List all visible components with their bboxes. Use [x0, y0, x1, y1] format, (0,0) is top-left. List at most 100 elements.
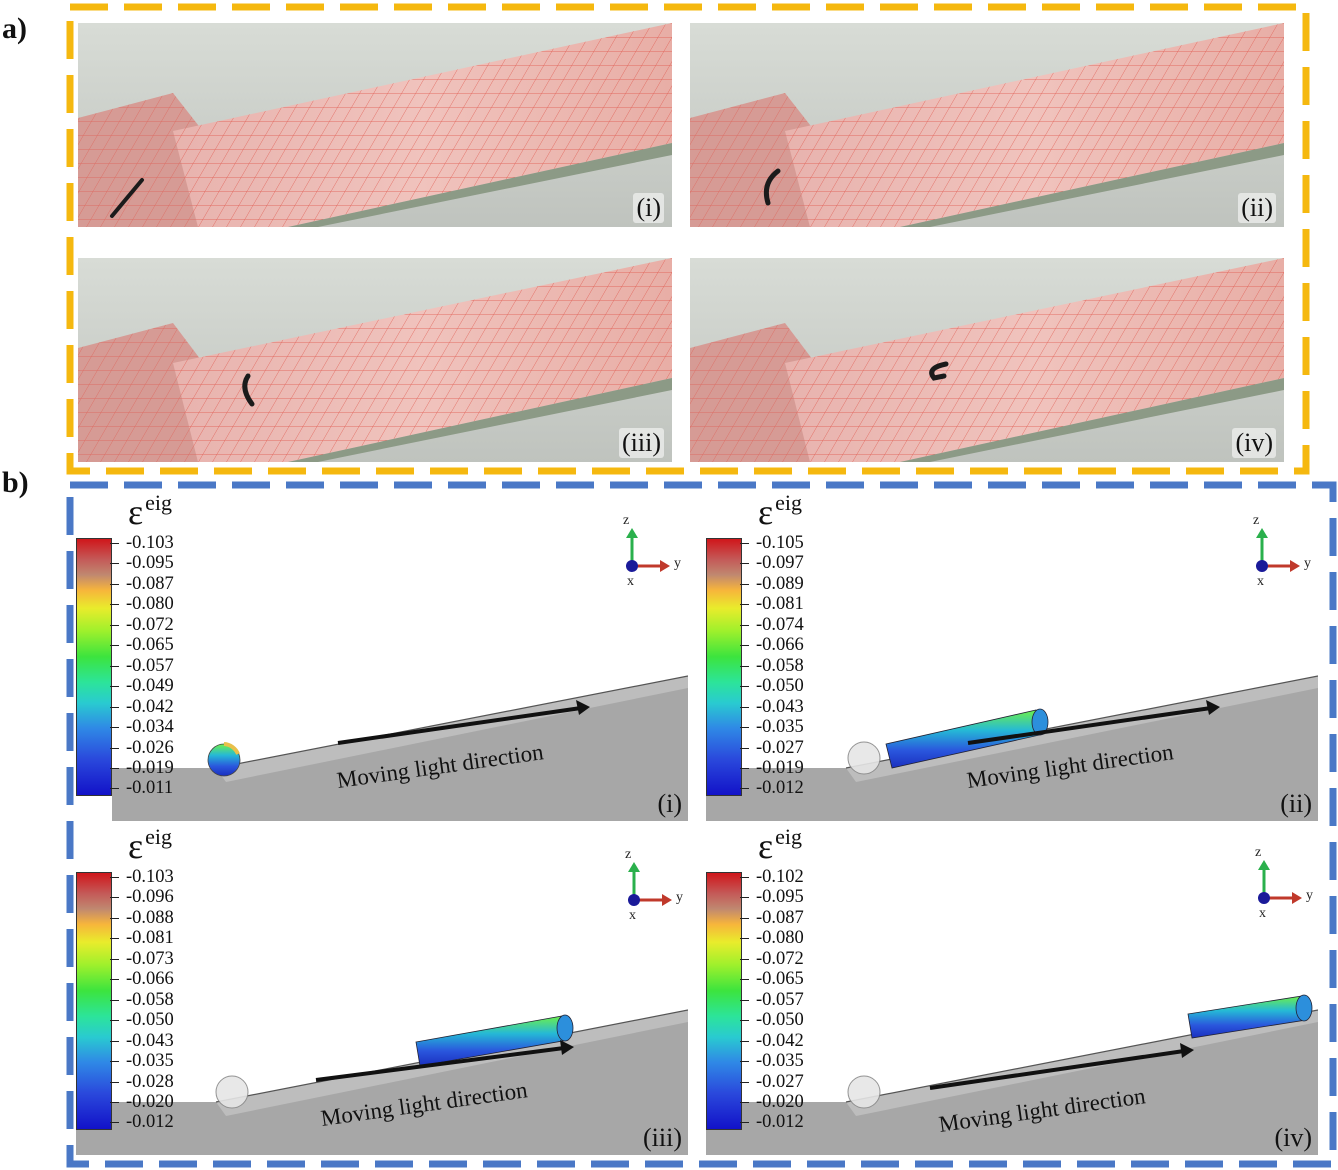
part-a-label: a): [2, 12, 27, 45]
colorbar-ticks: -0.103 -0.096 -0.088 -0.081 -0.073 -0.06…: [110, 868, 202, 1132]
colorbar-tick: -0.035: [740, 1052, 832, 1071]
simulation-scene: Moving light direction: [706, 860, 1318, 1155]
colorbar-tick: -0.095: [110, 554, 202, 573]
rod-initial-ghost: [847, 1075, 881, 1109]
colorbar-tick: -0.072: [110, 616, 202, 635]
rod-robot: [929, 361, 949, 381]
frame-a-dashed-border: [66, 3, 1310, 475]
rod-initial-ghost: [847, 741, 881, 775]
colorbar-tick: -0.103: [110, 534, 202, 553]
direction-arrow: [967, 706, 1212, 745]
colorbar-tick: -0.072: [740, 950, 832, 969]
photo-panel-i: (i): [78, 23, 672, 227]
colorbar-tick: -0.034: [110, 718, 202, 737]
photo-panel-iv: (iv): [690, 258, 1284, 462]
legend-title: εeig: [128, 824, 173, 866]
colorbar-tick: -0.102: [740, 868, 832, 887]
colorbar-ticks: -0.103 -0.095 -0.087 -0.080 -0.072 -0.06…: [110, 534, 202, 798]
axis-z-label: z: [1253, 513, 1260, 528]
rod-initial-ghost: [215, 1075, 249, 1109]
photo-panel-ii: (ii): [690, 23, 1284, 227]
colorbar-tick: -0.058: [110, 991, 202, 1010]
colorbar-tick: -0.065: [740, 970, 832, 989]
colorbar-tick: -0.073: [110, 950, 202, 969]
simulation-scene: Moving light direction: [112, 528, 688, 821]
colorbar: [706, 538, 742, 796]
panel-label: (iv): [1274, 1123, 1312, 1152]
photo-label: (iv): [1232, 428, 1276, 458]
colorbar-tick: -0.042: [740, 1032, 832, 1051]
simulation-scene: Moving light direction: [76, 862, 688, 1155]
colorbar-tick: -0.087: [740, 909, 832, 928]
colorbar-ticks: -0.102 -0.095 -0.087 -0.080 -0.072 -0.06…: [740, 868, 832, 1132]
axis-x-label: x: [629, 908, 636, 923]
rod-robot: [1187, 994, 1313, 1039]
colorbar-tick: -0.081: [110, 929, 202, 948]
simulation-panel-ii: Moving light direction εeig -0.105 -0.09…: [706, 492, 1318, 821]
direction-arrow: [315, 1046, 565, 1082]
simulation-panel-i: Moving light direction εeig -0.103 -0.09…: [76, 492, 688, 821]
colorbar-tick: -0.089: [740, 575, 832, 594]
colorbar-tick: -0.095: [740, 888, 832, 907]
colorbar-tick: -0.020: [740, 1093, 832, 1112]
colorbar-tick: -0.058: [740, 657, 832, 676]
axis-x-label: x: [1257, 574, 1264, 589]
legend-title: εeig: [128, 490, 173, 532]
simulation-scene: Moving light direction: [706, 528, 1318, 821]
legend-title: εeig: [758, 824, 803, 866]
axis-y-label: y: [1304, 556, 1311, 571]
colorbar-tick: -0.050: [740, 677, 832, 696]
colorbar-tick: -0.080: [110, 595, 202, 614]
colorbar-tick: -0.042: [110, 698, 202, 717]
colorbar-tick: -0.028: [110, 1073, 202, 1092]
colorbar-tick: -0.043: [740, 698, 832, 717]
axis-z-label: z: [623, 513, 630, 528]
colorbar-tick: -0.012: [110, 1113, 202, 1132]
axis-y-label: y: [676, 890, 683, 905]
rod-robot: [242, 373, 255, 407]
direction-arrow: [929, 1049, 1185, 1090]
photo-label: (i): [633, 193, 664, 223]
colorbar-tick: -0.011: [110, 779, 202, 798]
colorbar-tick: -0.066: [110, 970, 202, 989]
colorbar-tick: -0.012: [740, 779, 832, 798]
colorbar-tick: -0.103: [110, 868, 202, 887]
colorbar-tick: -0.035: [110, 1052, 202, 1071]
simulation-panel-iii: Moving light direction εeig -0.103 -0.09…: [76, 826, 688, 1155]
panel-label: (i): [657, 789, 682, 818]
photo-panel-iii: (iii): [78, 258, 672, 462]
colorbar-tick: -0.027: [740, 739, 832, 758]
panel-label: (ii): [1280, 789, 1312, 818]
colorbar-tick: -0.035: [740, 718, 832, 737]
photo-scene: [690, 258, 1284, 462]
rod-robot: [110, 178, 144, 218]
colorbar-tick: -0.026: [110, 739, 202, 758]
axis-z-label: z: [625, 847, 632, 862]
axis-x-label: x: [627, 574, 634, 589]
colorbar-tick: -0.096: [110, 888, 202, 907]
axis-x-label: x: [1259, 906, 1266, 921]
rod-robot: [763, 168, 781, 206]
colorbar-tick: -0.066: [740, 636, 832, 655]
colorbar: [76, 538, 112, 796]
photo-scene: [78, 258, 672, 462]
colorbar-tick: -0.065: [110, 636, 202, 655]
part-b-label: b): [2, 466, 29, 499]
legend-title: εeig: [758, 490, 803, 532]
photo-scene: [78, 23, 672, 227]
direction-arrow: [337, 706, 582, 745]
colorbar-tick: -0.050: [740, 1011, 832, 1030]
photo-label: (ii): [1238, 193, 1276, 223]
colorbar: [76, 872, 112, 1130]
colorbar-tick: -0.057: [740, 991, 832, 1010]
colorbar-tick: -0.050: [110, 1011, 202, 1030]
colorbar-tick: -0.105: [740, 534, 832, 553]
axis-z-label: z: [1255, 845, 1262, 860]
colorbar-tick: -0.020: [110, 1093, 202, 1112]
photo-scene: [690, 23, 1284, 227]
colorbar-tick: -0.088: [110, 909, 202, 928]
colorbar: [706, 872, 742, 1130]
colorbar-tick: -0.027: [740, 1073, 832, 1092]
colorbar-tick: -0.019: [740, 759, 832, 778]
colorbar-tick: -0.080: [740, 929, 832, 948]
